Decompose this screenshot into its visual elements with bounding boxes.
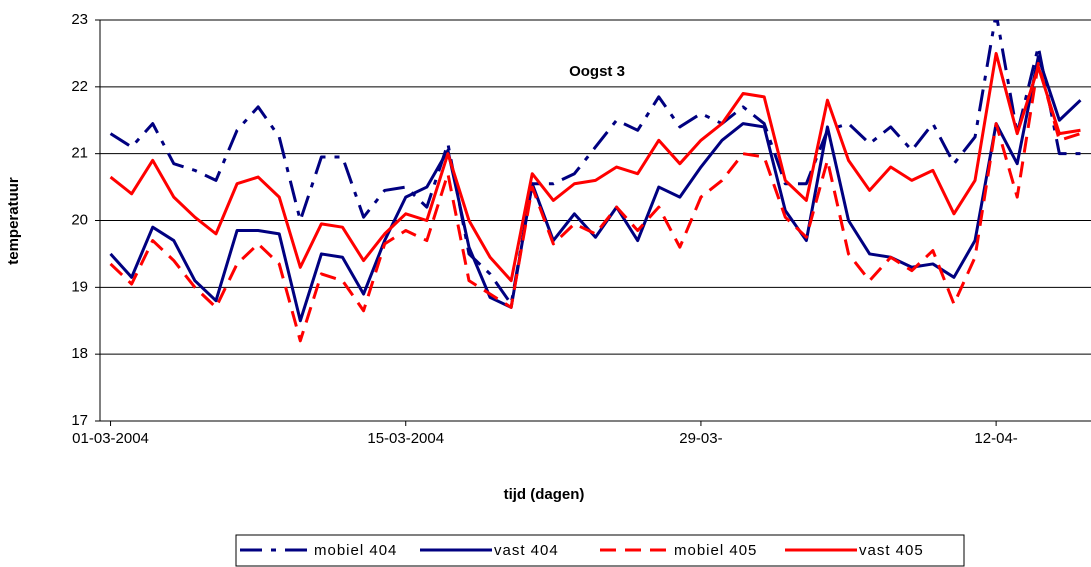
plot-area bbox=[109, 20, 1082, 343]
x-tick-label: 01-03-2004 bbox=[72, 430, 149, 447]
y-tick-label: 23 bbox=[71, 11, 88, 28]
x-tick-label: 12-04- bbox=[974, 430, 1017, 447]
x-tick-label: 29-03- bbox=[679, 430, 722, 447]
legend-label: mobiel 405 bbox=[674, 542, 757, 559]
chart-title: Oogst 3 bbox=[569, 63, 625, 80]
series-line bbox=[109, 55, 1082, 323]
series-line bbox=[109, 51, 1081, 283]
y-tick-label: 18 bbox=[71, 345, 88, 362]
legend-label: vast 405 bbox=[859, 542, 924, 559]
y-tick-label: 22 bbox=[71, 78, 88, 95]
y-axis-label: temperatuur bbox=[5, 177, 22, 265]
legend-label: vast 404 bbox=[494, 542, 559, 559]
y-tick-label: 21 bbox=[71, 145, 88, 162]
y-tick-label: 19 bbox=[71, 278, 88, 295]
y-tick-label: 20 bbox=[71, 211, 88, 228]
y-tick-label: 17 bbox=[71, 412, 88, 429]
x-axis-label: tijd (dagen) bbox=[504, 486, 585, 503]
series-line bbox=[109, 20, 1081, 306]
legend-label: mobiel 404 bbox=[314, 542, 397, 559]
x-tick-label: 15-03-2004 bbox=[367, 430, 444, 447]
series-line bbox=[109, 61, 1081, 343]
